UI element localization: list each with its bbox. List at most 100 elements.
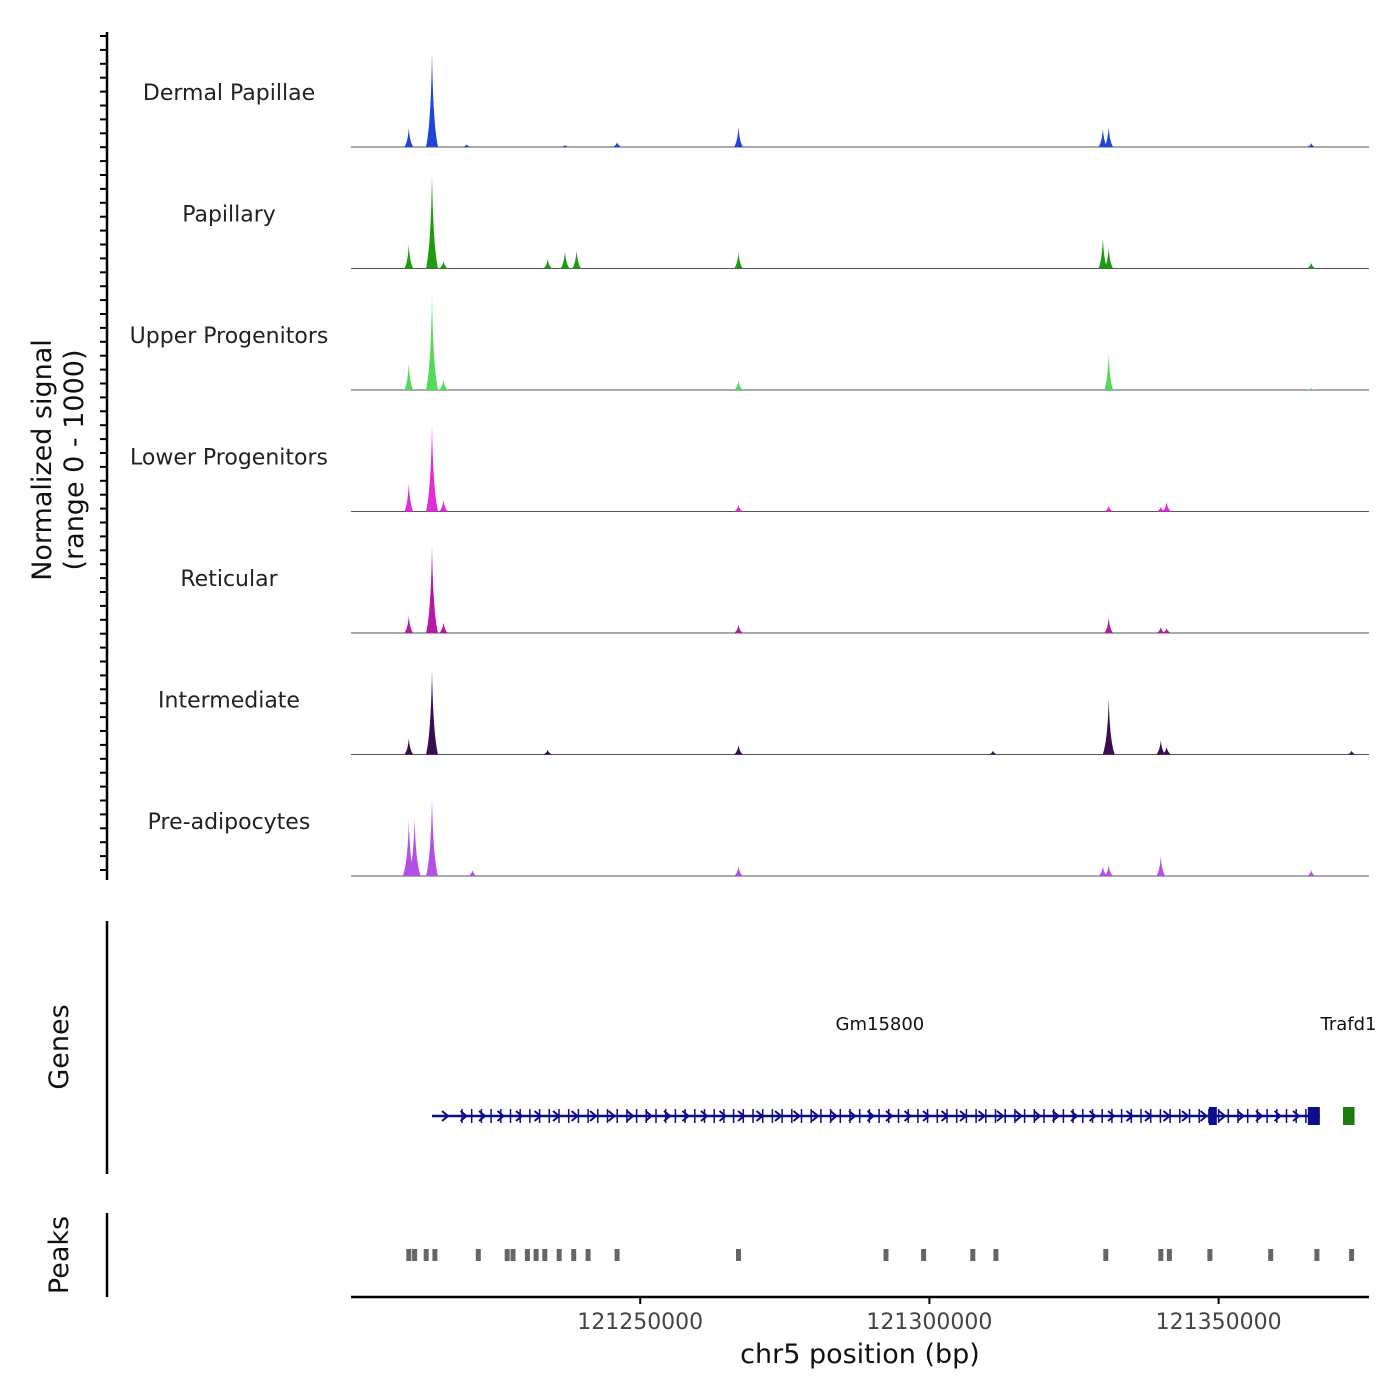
signal-peak <box>408 818 421 876</box>
peak-region <box>921 1249 927 1261</box>
genes-track: Gm15800 Trafd1 <box>431 1014 1377 1125</box>
strand-arrow <box>1292 1110 1301 1122</box>
peak-region <box>1349 1249 1355 1261</box>
signal-peak <box>1104 247 1114 269</box>
signal-peak <box>462 144 472 147</box>
signal-peak <box>560 251 570 269</box>
signal-peak <box>1306 388 1316 390</box>
track-label: Upper Progenitors <box>130 324 329 349</box>
signal-peak <box>1104 865 1114 876</box>
strand-arrow <box>1125 1110 1135 1122</box>
peak-region <box>524 1249 530 1261</box>
signal-peak <box>572 250 582 269</box>
signal-peak <box>734 252 743 269</box>
peak-region <box>475 1249 481 1261</box>
strand-arrow <box>496 1110 506 1122</box>
peak-region <box>585 1249 591 1261</box>
track-label: Intermediate <box>158 689 300 714</box>
signal-peak <box>1306 143 1316 147</box>
signal-peak <box>404 483 414 512</box>
strand-arrow <box>903 1110 913 1122</box>
track-label: Pre-adipocytes <box>148 810 311 835</box>
signal-peak <box>1098 866 1108 876</box>
strand-arrow <box>885 1110 894 1122</box>
signal-peak <box>404 738 414 755</box>
peak-region <box>504 1249 510 1261</box>
signal-peak <box>1104 505 1114 512</box>
strand-arrow <box>1051 1110 1061 1122</box>
peak-region <box>736 1249 741 1261</box>
signal-peak <box>404 128 414 147</box>
signal-track: Pre-adipocytes <box>148 797 1369 877</box>
strand-arrow <box>811 1110 820 1122</box>
peak-region <box>533 1249 539 1261</box>
strand-arrow <box>1199 1110 1209 1122</box>
strand-arrow <box>922 1110 931 1122</box>
strand-arrow <box>700 1110 709 1122</box>
signal-peak <box>1098 238 1108 269</box>
strand-arrow <box>848 1110 857 1122</box>
signal-peak <box>1156 740 1166 755</box>
signal-peak <box>612 142 622 147</box>
genes-track-title: Genes <box>44 1004 75 1089</box>
signal-peak <box>1156 506 1166 512</box>
track-label: Reticular <box>180 567 278 592</box>
signal-peak <box>426 797 438 876</box>
signal-peak <box>543 749 553 755</box>
signal-peak <box>1162 746 1172 755</box>
peak-region <box>406 1249 412 1261</box>
signal-peak <box>468 870 477 876</box>
strand-arrow <box>718 1110 728 1122</box>
peak-region <box>614 1249 620 1261</box>
track-label: Dermal Papillae <box>143 81 315 106</box>
peak-region <box>510 1249 516 1261</box>
strand-arrow <box>533 1110 543 1122</box>
signal-peak <box>1156 627 1166 633</box>
signal-y-axis <box>100 32 109 880</box>
peak-region <box>993 1249 999 1261</box>
signal-peak <box>426 173 438 269</box>
signal-peak <box>734 504 743 512</box>
signal-track: Reticular <box>180 545 1369 634</box>
peak-region <box>1166 1249 1172 1261</box>
peak-region <box>542 1249 548 1261</box>
strand-arrow <box>589 1110 598 1122</box>
peak-region <box>1103 1249 1109 1261</box>
strand-arrow <box>626 1110 635 1122</box>
signal-track: Upper Progenitors <box>130 295 1369 391</box>
signal-peak <box>1104 617 1114 633</box>
strand-arrow <box>792 1110 802 1122</box>
signal-peak <box>404 363 414 390</box>
x-tick-label: 121300000 <box>866 1310 992 1335</box>
signal-peak <box>426 424 438 512</box>
strand-arrow <box>607 1110 617 1122</box>
x-axis-ticks: 121250000 121300000 121350000 <box>577 1297 1282 1335</box>
strand-arrow <box>1014 1110 1024 1122</box>
signal-peak <box>1102 698 1115 755</box>
x-tick-label: 121350000 <box>1156 1310 1282 1335</box>
peak-region <box>432 1249 438 1261</box>
signal-peak <box>404 244 414 269</box>
peak-region <box>571 1249 577 1261</box>
gene-label: Gm15800 <box>836 1014 925 1035</box>
signal-peak <box>988 750 998 755</box>
signal-peak <box>439 622 448 633</box>
signal-peak <box>404 615 414 633</box>
strand-arrow <box>1088 1110 1098 1122</box>
signal-peak <box>439 500 448 512</box>
signal-peak <box>1104 353 1114 390</box>
signal-peak <box>734 127 743 147</box>
signal-peak <box>1104 127 1114 147</box>
strand-arrow <box>1107 1110 1116 1122</box>
x-axis-title: chr5 position (bp) <box>740 1339 980 1370</box>
signal-peak <box>1306 870 1316 876</box>
signal-peak <box>426 545 438 633</box>
x-tick-label: 121250000 <box>577 1310 703 1335</box>
strand-arrow <box>829 1110 839 1122</box>
signal-peak <box>1162 628 1172 633</box>
strand-arrow <box>1181 1110 1190 1122</box>
signal-peak <box>439 260 448 269</box>
signal-peak <box>426 669 438 755</box>
strand-arrow <box>977 1110 987 1122</box>
